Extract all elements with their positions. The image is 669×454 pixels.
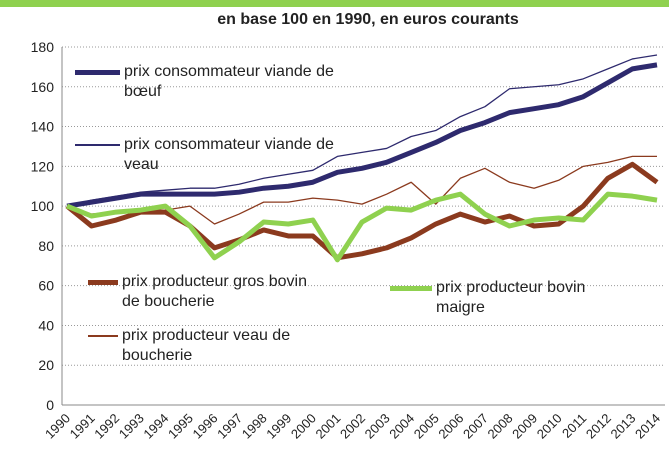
x-tick-label: 2002 — [337, 411, 368, 442]
x-tick-label: 2000 — [288, 411, 319, 442]
y-tick-label: 140 — [31, 119, 55, 135]
x-tick-label: 2001 — [312, 411, 343, 442]
y-tick-label: 0 — [46, 397, 54, 413]
y-tick-label: 120 — [31, 158, 55, 174]
legend-entry: prix producteur gros bovin de boucherie — [88, 272, 322, 312]
legend-entry: prix producteur bovin maigre — [390, 278, 636, 318]
legend-label: prix producteur gros bovin de boucherie — [122, 273, 307, 310]
x-tick-label: 2011 — [559, 411, 589, 441]
x-tick-label: 1997 — [214, 411, 245, 442]
legend-entry: prix producteur veau de boucherie — [88, 326, 322, 366]
legend-label: prix consommateur viande de bœuf — [124, 63, 334, 100]
x-tick-label: 1992 — [91, 411, 122, 442]
legend-swatch — [75, 69, 120, 75]
legend-entry: prix consommateur viande de veau — [75, 135, 334, 175]
legend-label: prix producteur veau de boucherie — [122, 327, 291, 364]
legend-swatch — [390, 285, 432, 291]
x-tick-label: 2009 — [509, 411, 540, 442]
x-tick-label: 2010 — [534, 411, 565, 442]
y-tick-label: 180 — [31, 39, 55, 55]
y-tick-label: 20 — [38, 357, 54, 373]
x-tick-label: 1996 — [190, 411, 221, 442]
legend-label: prix producteur bovin maigre — [436, 279, 586, 316]
series-line — [66, 54, 658, 207]
x-tick-label: 2006 — [435, 411, 466, 442]
series-line — [65, 161, 659, 261]
x-tick-label: 1998 — [239, 411, 270, 442]
x-tick-label: 2012 — [583, 411, 614, 442]
series-line — [66, 62, 658, 209]
legend-swatch — [88, 335, 118, 337]
x-tick-label: 1994 — [140, 411, 171, 442]
y-tick-label: 80 — [38, 238, 54, 254]
chart-title: en base 100 en 1990, en euros courants — [217, 11, 519, 28]
legend-label: prix consommateur viande de veau — [124, 136, 334, 173]
legend-entry: prix consommateur viande de bœuf — [75, 62, 334, 102]
x-tick-label: 1995 — [165, 411, 196, 442]
series-line — [66, 155, 657, 225]
x-tick-label: 2008 — [485, 411, 516, 442]
x-tick-label: 1991 — [67, 411, 98, 442]
top-band — [0, 0, 669, 7]
x-tick-label: 2014 — [632, 411, 663, 442]
x-tick-label: 2005 — [411, 411, 442, 442]
x-tick-label: 2004 — [386, 411, 417, 442]
x-tick-label: 2007 — [460, 411, 491, 442]
x-tick-label: 2013 — [607, 411, 638, 442]
y-tick-label: 40 — [38, 317, 54, 333]
x-tick-label: 1990 — [42, 411, 73, 442]
x-tick-label: 1999 — [263, 411, 294, 442]
x-tick-label: 1993 — [116, 411, 147, 442]
y-tick-label: 100 — [31, 198, 55, 214]
y-tick-label: 60 — [38, 278, 54, 294]
legend-swatch — [88, 279, 118, 285]
series-line — [66, 191, 658, 263]
x-tick-label: 2003 — [362, 411, 393, 442]
y-tick-label: 160 — [31, 79, 55, 95]
legend-swatch — [75, 144, 120, 146]
